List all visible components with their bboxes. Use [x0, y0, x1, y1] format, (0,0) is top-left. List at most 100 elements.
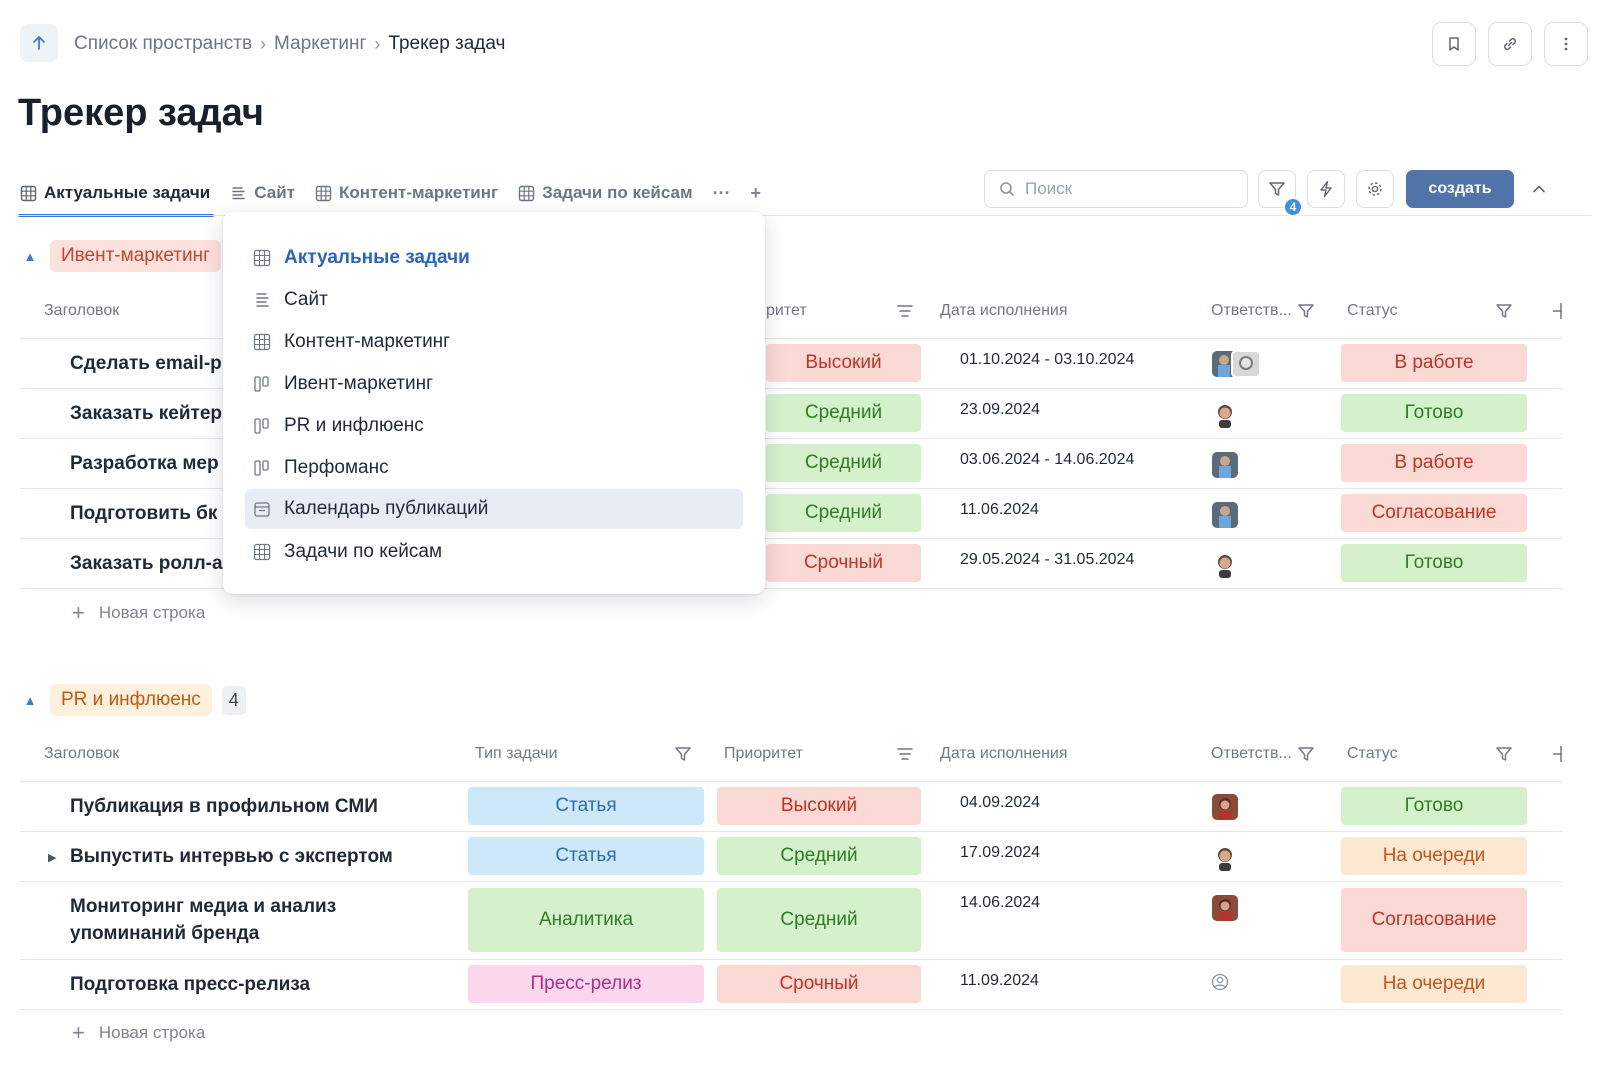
tabs-more-button[interactable]: ··· [712, 182, 731, 203]
table-row[interactable]: ▶ Выпустить интервью с экспертом Статья … [20, 832, 1562, 882]
expand-row-icon[interactable]: ▶ [48, 852, 57, 864]
priority-pill[interactable]: Средний [766, 394, 921, 432]
row-title[interactable]: Подготовить бк [70, 503, 218, 524]
tab-content-marketing[interactable]: Контент-маркетинг [315, 170, 498, 216]
sort-icon[interactable] [896, 303, 914, 319]
add-column-icon[interactable] [1549, 745, 1563, 763]
status-pill[interactable]: В работе [1341, 444, 1527, 482]
new-row-button[interactable]: + Новая строка [72, 600, 205, 626]
status-pill[interactable]: Готово [1341, 787, 1527, 825]
avatar[interactable] [1212, 895, 1238, 921]
search-box[interactable] [984, 170, 1248, 208]
new-row-button[interactable]: + Новая строка [72, 1020, 205, 1046]
search-input[interactable] [1025, 179, 1225, 199]
avatar[interactable] [1212, 452, 1238, 478]
dropdown-item-publication-calendar[interactable]: Календарь публикаций [245, 489, 743, 529]
status-pill[interactable]: В работе [1341, 344, 1527, 382]
column-header-title[interactable]: Заголовок [44, 302, 120, 319]
status-pill[interactable]: На очереди [1341, 837, 1527, 875]
due-date[interactable]: 03.06.2024 - 14.06.2024 [960, 451, 1135, 468]
priority-pill[interactable]: Высокий [717, 787, 921, 825]
table-row[interactable]: Разработка мер Средний 03.06.2024 - 14.0… [20, 439, 1562, 489]
due-date[interactable]: 11.09.2024 [960, 972, 1039, 989]
dropdown-item-pr[interactable]: PR и инфлюенс [245, 406, 743, 446]
priority-pill[interactable]: Высокий [766, 344, 921, 382]
filter-icon[interactable] [1495, 302, 1513, 320]
dropdown-item-case-tasks[interactable]: Задачи по кейсам [245, 532, 743, 572]
priority-pill[interactable]: Средний [717, 888, 921, 952]
up-arrow-button[interactable] [20, 24, 58, 62]
more-menu-button[interactable] [1544, 22, 1588, 66]
table-row[interactable]: Публикация в профильном СМИ Статья Высок… [20, 782, 1562, 832]
row-title[interactable]: Мониторинг медиа и анализ упоминаний бре… [70, 896, 337, 944]
empty-assignee-icon[interactable] [1210, 972, 1236, 998]
table-row[interactable]: Сделать email-р Высокий 01.10.2024 - 03.… [20, 339, 1562, 389]
table-row[interactable]: Подготовить бк Средний 11.06.2024 Соглас… [20, 489, 1562, 539]
priority-pill[interactable]: Средний [766, 494, 921, 532]
row-title[interactable]: Публикация в профильном СМИ [70, 796, 378, 817]
collapse-toolbar-button[interactable] [1526, 176, 1552, 202]
column-header-priority[interactable]: ритет [766, 302, 807, 319]
automation-button[interactable] [1307, 170, 1345, 208]
row-title[interactable]: Выпустить интервью с экспертом [70, 846, 393, 867]
due-date[interactable]: 17.09.2024 [960, 844, 1041, 861]
due-date[interactable]: 01.10.2024 - 03.10.2024 [960, 351, 1135, 368]
avatar[interactable] [1214, 552, 1236, 578]
avatar-group[interactable] [1212, 351, 1260, 377]
column-header-title[interactable]: Заголовок [44, 745, 120, 762]
column-header-date[interactable]: Дата исполнения [940, 745, 1068, 762]
filter-icon[interactable] [674, 745, 692, 763]
avatar[interactable] [1212, 502, 1238, 528]
priority-pill[interactable]: Срочный [766, 544, 921, 582]
type-pill[interactable]: Пресс-релиз [468, 965, 704, 1003]
tab-site[interactable]: Сайт [230, 170, 295, 216]
dropdown-item-site[interactable]: Сайт [245, 280, 743, 320]
column-header-assignee[interactable]: Ответств... [1211, 302, 1292, 319]
status-pill[interactable]: На очереди [1341, 965, 1527, 1003]
avatar[interactable] [1214, 845, 1236, 871]
column-header-assignee[interactable]: Ответств... [1211, 745, 1292, 762]
tab-actual-tasks[interactable]: Актуальные задачи [17, 170, 215, 217]
row-title[interactable]: Заказать кейтер [70, 403, 223, 424]
breadcrumb-item[interactable]: Маркетинг [274, 33, 367, 54]
due-date[interactable]: 29.05.2024 - 31.05.2024 [960, 551, 1135, 568]
table-row[interactable]: Заказать кейтер Средний 23.09.2024 Готов… [20, 389, 1562, 439]
due-date[interactable]: 23.09.2024 [960, 401, 1041, 418]
sort-icon[interactable] [896, 746, 914, 762]
priority-pill[interactable]: Средний [717, 837, 921, 875]
row-title[interactable]: Подготовка пресс-релиза [70, 974, 311, 995]
settings-button[interactable] [1356, 170, 1394, 208]
column-header-date[interactable]: Дата исполнения [940, 302, 1068, 319]
add-tab-button[interactable]: + [750, 182, 762, 203]
priority-pill[interactable]: Средний [766, 444, 921, 482]
dropdown-item-actual-tasks[interactable]: Актуальные задачи [245, 238, 743, 278]
due-date[interactable]: 11.06.2024 [960, 501, 1039, 518]
status-pill[interactable]: Согласование [1341, 888, 1527, 952]
create-button[interactable]: создать [1406, 170, 1514, 208]
status-pill[interactable]: Согласование [1341, 494, 1527, 532]
link-button[interactable] [1488, 22, 1532, 66]
filter-icon[interactable] [1495, 745, 1513, 763]
status-pill[interactable]: Готово [1341, 394, 1527, 432]
dropdown-item-performance[interactable]: Перфоманс [245, 448, 743, 488]
row-title[interactable]: Разработка мер [70, 453, 219, 474]
avatar[interactable] [1214, 402, 1236, 428]
column-header-type[interactable]: Тип задачи [475, 745, 558, 762]
tab-case-tasks[interactable]: Задачи по кейсам [518, 170, 693, 216]
filter-icon[interactable] [1297, 302, 1315, 320]
type-pill[interactable]: Статья [468, 787, 704, 825]
due-date[interactable]: 04.09.2024 [960, 794, 1041, 811]
type-pill[interactable]: Статья [468, 837, 704, 875]
add-column-icon[interactable] [1549, 302, 1563, 320]
avatar[interactable] [1212, 794, 1238, 820]
table-row[interactable]: Мониторинг медиа и анализ упоминаний бре… [20, 882, 1562, 960]
collapse-group-icon[interactable]: ▲ [23, 248, 37, 264]
collapse-group-icon[interactable]: ▲ [23, 692, 37, 708]
dropdown-item-content-marketing[interactable]: Контент-маркетинг [245, 322, 743, 362]
bookmark-button[interactable] [1432, 22, 1476, 66]
breadcrumb-item[interactable]: Список пространств [74, 33, 253, 54]
due-date[interactable]: 14.06.2024 [960, 894, 1041, 911]
column-header-status[interactable]: Статус [1347, 745, 1398, 762]
filter-icon[interactable] [1297, 745, 1315, 763]
row-title[interactable]: Сделать email-р [70, 353, 222, 374]
